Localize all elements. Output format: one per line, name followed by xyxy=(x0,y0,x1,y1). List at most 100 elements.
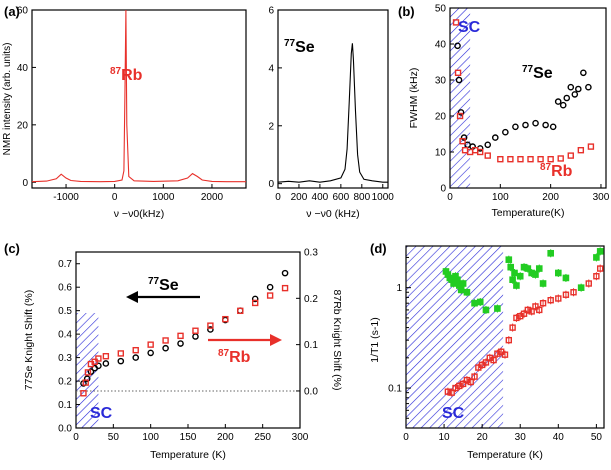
panel-b-point-0 xyxy=(484,141,492,149)
panel-c-point-1 xyxy=(207,322,214,329)
panel-b-point-0 xyxy=(567,83,575,91)
panel-b-point-1 xyxy=(476,148,484,156)
panel-b-point-0 xyxy=(512,123,519,131)
panel-b-x-tick-label: 200 xyxy=(542,192,559,203)
panel-d-y-tick-label: 0.1 xyxy=(388,384,402,395)
panel-b-point-1 xyxy=(577,146,585,154)
panel-d-point-1 xyxy=(570,289,577,296)
panel-d-point-0 xyxy=(471,299,478,307)
panel-d-point-1 xyxy=(490,356,497,364)
panel-d-point-0 xyxy=(535,265,543,272)
panel-c-x-tick-label: 150 xyxy=(180,432,197,443)
panel-d-point-1 xyxy=(539,300,547,307)
panel-b-point-1 xyxy=(527,155,534,163)
panel-c-point-1 xyxy=(162,337,169,344)
panel-b-sc-label: SC xyxy=(458,19,481,36)
panel-c-y-tick-label: 0.3 xyxy=(58,353,72,364)
panel-a-se-y-tick-label: 0 xyxy=(268,179,274,190)
panel-a-ylabel: NMR intensity (arb. units) xyxy=(2,43,13,156)
panel-c-xlabel: Temperature (K) xyxy=(150,449,226,461)
panel-c-x-tick-label: 300 xyxy=(292,432,309,443)
panel-c-point-0 xyxy=(102,360,110,367)
panel-d-x-tick-label: 10 xyxy=(439,432,451,443)
panel-c-point-0 xyxy=(192,333,199,340)
panel-d-point-1 xyxy=(593,273,600,280)
panel-b-point-0 xyxy=(454,42,461,50)
panel-c-point-0 xyxy=(251,295,259,303)
panel-b-y-tick-label: 40 xyxy=(435,40,447,51)
panel-c-x-tick-label: 200 xyxy=(217,432,234,443)
panel-a-se-y-tick-label: 4 xyxy=(268,63,274,74)
panel-c-point-1 xyxy=(91,358,98,365)
panel-b-point-0 xyxy=(575,85,582,93)
panel-b-point-0 xyxy=(580,69,587,77)
panel-d-point-1 xyxy=(528,308,535,315)
panel-b-point-1 xyxy=(456,112,464,120)
panel-b-point-0 xyxy=(554,98,562,105)
panel-b-x-tick-label: 0 xyxy=(447,192,453,203)
panel-d-point-0 xyxy=(555,269,562,277)
panel-c-ylabel: 77Se Knight Shift (%) xyxy=(23,290,35,390)
panel-b-point-1 xyxy=(497,155,504,163)
panel-d-point-0 xyxy=(593,254,600,261)
panel-d-point-1 xyxy=(513,314,520,322)
panel-label-d: (d) xyxy=(370,241,387,256)
panel-d-point-1 xyxy=(524,306,532,314)
panel-c-point-1 xyxy=(251,299,259,307)
panel-c-point-0 xyxy=(147,349,154,357)
panel-d-point-1 xyxy=(520,310,528,317)
panel-d-ylabel: 1/T1 (s-1) xyxy=(369,317,381,363)
panel-c-x-tick-label: 50 xyxy=(108,432,120,443)
panel-b-x-tick-label: 100 xyxy=(492,192,509,203)
panel-a-se-label: 77Se xyxy=(284,38,315,56)
panel-a-se-y-tick-label: 2 xyxy=(268,121,274,132)
panel-c-point-1 xyxy=(177,332,184,340)
panel-c-point-0 xyxy=(132,354,140,361)
panel-a-rb-label: 87Rb xyxy=(110,66,143,84)
panel-c-y-tick-label: 0.0 xyxy=(58,424,72,435)
panel-d-point-1 xyxy=(471,373,478,380)
panel-b-y-tick-label: 50 xyxy=(435,4,447,15)
panel-c-y2-tick-label: 0.0 xyxy=(304,386,318,397)
panel-d-point-0 xyxy=(511,269,518,277)
panel-b-point-1 xyxy=(587,143,595,150)
panel-b-point-0 xyxy=(522,121,529,129)
panel-d-frame xyxy=(405,245,605,429)
panel-a-rb-spectrum xyxy=(31,9,246,183)
panel-b-point-1 xyxy=(517,155,524,163)
panel-c-point-0 xyxy=(83,375,91,383)
panel-label-c: (c) xyxy=(4,241,20,256)
panel-a-se-x-tick-label: 200 xyxy=(291,192,308,203)
panel-d-point-1 xyxy=(555,295,562,302)
panel-label-a: (a) xyxy=(4,4,20,19)
panel-a-se-xlabel: ν −ν0 (kHz) xyxy=(306,208,359,220)
panel-d-point-1 xyxy=(562,291,570,298)
panel-c-point-1 xyxy=(102,353,110,360)
panel-c-sc-label: SC xyxy=(90,405,113,422)
panel-b-point-0 xyxy=(491,134,499,141)
panel-c-y2-tick-label: 0.3 xyxy=(304,248,318,259)
panel-label-b: (b) xyxy=(398,4,415,19)
panel-b-point-0 xyxy=(542,121,549,129)
panel-c-point-0 xyxy=(177,340,184,347)
panel-d-point-0 xyxy=(539,280,547,287)
panel-a-se-x-tick-label: 400 xyxy=(312,192,329,203)
panel-c-point-1 xyxy=(80,390,87,397)
panel-b-point-1 xyxy=(557,155,564,162)
panel-d-point-0 xyxy=(524,265,532,272)
panel-c-y-tick-label: 0.1 xyxy=(58,400,72,411)
panel-c-x-tick-label: 250 xyxy=(254,432,271,443)
panel-d-point-1 xyxy=(532,303,539,310)
panel-b-xlabel: Temperature(K) xyxy=(492,207,565,219)
panel-d-sc-label: SC xyxy=(442,405,465,422)
panel-c-point-1 xyxy=(117,350,125,357)
panel-d-point-0 xyxy=(482,306,490,314)
panel-b-frame xyxy=(449,7,607,189)
panel-d-point-0 xyxy=(494,305,501,312)
panel-b-point-0 xyxy=(571,91,579,98)
panel-b-x-tick-label: 300 xyxy=(593,192,610,203)
panel-b-point-0 xyxy=(549,123,557,131)
panel-c-point-1 xyxy=(82,379,89,386)
panel-a-se-x-tick-label: 1000 xyxy=(372,192,395,203)
